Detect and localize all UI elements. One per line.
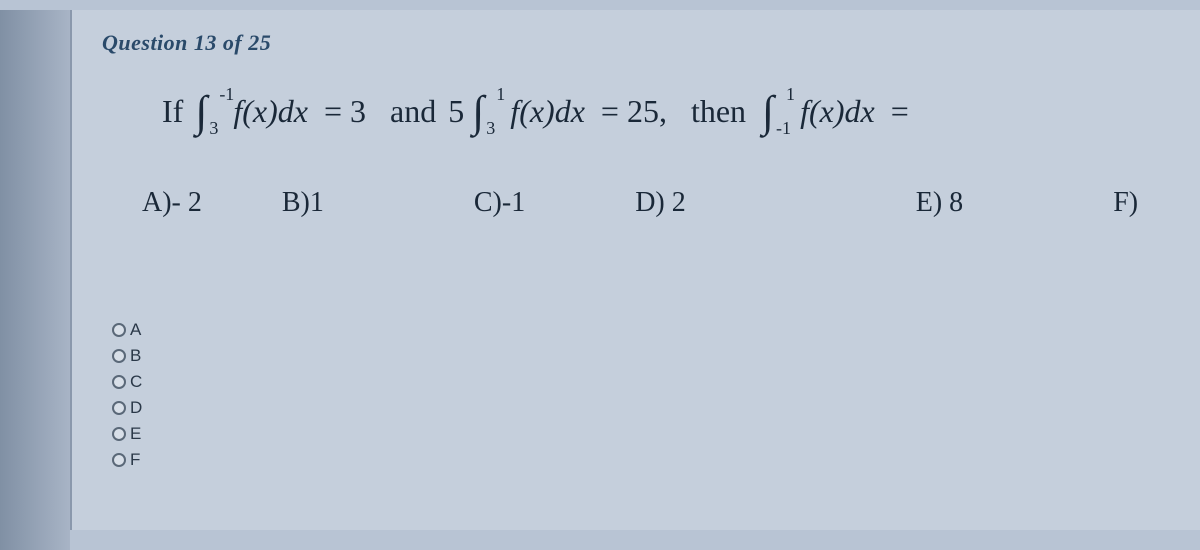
text-and: and	[390, 93, 436, 130]
integral-2-lower: 3	[486, 118, 495, 139]
integral-3-lower: -1	[776, 118, 791, 139]
eq1-rhs: = 3	[324, 93, 366, 130]
answer-choices-row: A)- 2 B)1 C)-1 D) 2 E) 8 F)	[142, 187, 1170, 219]
radio-label-b: B	[130, 346, 141, 366]
radio-label-f: F	[130, 450, 140, 470]
answer-f: F)	[1113, 187, 1138, 219]
radio-options-list: A B C D E F	[112, 320, 142, 470]
integral-sign-3: ∫	[762, 86, 774, 137]
radio-option-e[interactable]: E	[112, 424, 142, 444]
eq3-rhs: =	[891, 93, 909, 130]
radio-label-a: A	[130, 320, 141, 340]
integral-sign-1: ∫	[195, 86, 207, 137]
radio-circle-icon	[112, 375, 126, 389]
integral-2-upper: 1	[496, 84, 505, 105]
answer-c: C)-1	[474, 187, 525, 219]
radio-circle-icon	[112, 323, 126, 337]
question-panel: Question 13 of 25 If ∫ -1 3 f(x)dx = 3 a…	[70, 10, 1200, 530]
radio-label-e: E	[130, 424, 141, 444]
answer-d: D) 2	[635, 187, 686, 219]
integral-1-upper: -1	[219, 84, 234, 105]
integral-1-lower: 3	[209, 118, 218, 139]
text-if: If	[162, 93, 183, 130]
integral-sign-2: ∫	[472, 86, 484, 137]
radio-circle-icon	[112, 401, 126, 415]
radio-circle-icon	[112, 453, 126, 467]
coeff-5: 5	[448, 93, 464, 130]
answer-a: A)- 2	[142, 187, 202, 219]
integral-2: ∫ 1 3 f(x)dx	[472, 86, 585, 137]
question-counter: Question 13 of 25	[102, 30, 1170, 56]
answer-e: E) 8	[916, 187, 963, 219]
radio-option-b[interactable]: B	[112, 346, 142, 366]
integral-3-upper: 1	[786, 84, 795, 105]
radio-label-c: C	[130, 372, 142, 392]
eq2-rhs: = 25,	[601, 93, 667, 130]
integral-1: ∫ -1 3 f(x)dx	[195, 86, 308, 137]
radio-circle-icon	[112, 349, 126, 363]
integral-1-integrand: f(x)dx	[233, 93, 308, 130]
radio-circle-icon	[112, 427, 126, 441]
text-then: then	[691, 93, 746, 130]
integral-3-integrand: f(x)dx	[800, 93, 875, 130]
radio-label-d: D	[130, 398, 142, 418]
page-left-edge	[0, 10, 70, 550]
integral-3: ∫ 1 -1 f(x)dx	[762, 86, 875, 137]
radio-option-f[interactable]: F	[112, 450, 142, 470]
integral-2-integrand: f(x)dx	[510, 93, 585, 130]
radio-option-a[interactable]: A	[112, 320, 142, 340]
radio-option-d[interactable]: D	[112, 398, 142, 418]
answer-b: B)1	[282, 187, 324, 219]
question-text: If ∫ -1 3 f(x)dx = 3 and 5 ∫ 1 3 f(x)dx …	[162, 86, 1170, 137]
radio-option-c[interactable]: C	[112, 372, 142, 392]
